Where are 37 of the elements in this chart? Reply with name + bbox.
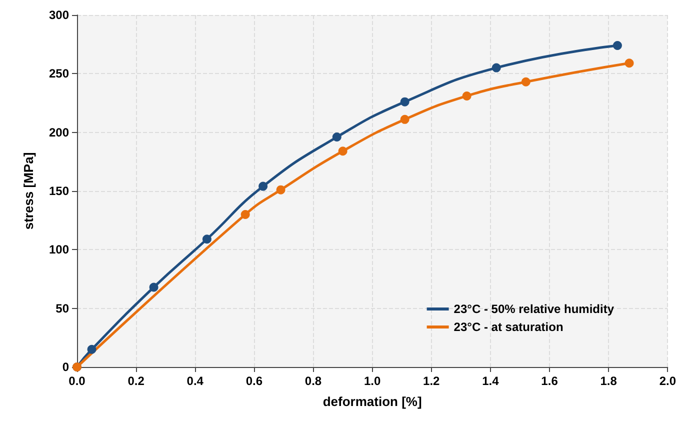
x-tick-label: 0.2	[128, 374, 145, 388]
legend-label: 23°C - at saturation	[454, 320, 564, 334]
y-tick-label: 300	[48, 8, 70, 22]
point	[149, 282, 158, 292]
y-tick-label: 150	[48, 184, 70, 198]
y-tick-label: 250	[48, 66, 70, 81]
x-tick-label: 0.4	[186, 374, 204, 388]
legend-label: 23°C - 50% relative humidity	[454, 302, 614, 316]
y-tick-label: 100	[48, 242, 70, 257]
point	[258, 182, 268, 191]
x-tick-label: 1.0	[364, 374, 381, 388]
y-tick-label: 0	[62, 360, 70, 374]
point	[276, 185, 286, 194]
y-axis-title: stress [MPa]	[21, 152, 36, 230]
x-tick-label: 0.8	[304, 374, 322, 388]
point	[332, 132, 342, 142]
x-tick-label: 1.4	[482, 374, 500, 388]
y-tick-label: 200	[48, 125, 70, 140]
point	[400, 97, 410, 106]
point	[521, 77, 530, 86]
x-tick-label: 1.8	[600, 374, 618, 388]
point	[87, 344, 96, 354]
point	[240, 210, 250, 219]
point	[624, 58, 634, 68]
point	[338, 146, 348, 156]
y-tick-label: 50	[56, 301, 70, 316]
x-tick-label: 0.6	[246, 374, 263, 388]
point	[462, 91, 472, 100]
point	[400, 114, 410, 124]
point	[492, 63, 501, 72]
x-axis-title: deformation [%]	[322, 394, 422, 409]
x-tick-label: 0.0	[68, 374, 86, 388]
x-tick-label: 2.0	[659, 374, 676, 388]
point	[202, 234, 212, 244]
x-tick-label: 1.2	[423, 374, 440, 388]
point	[612, 41, 622, 50]
x-tick-label: 1.6	[541, 374, 558, 388]
